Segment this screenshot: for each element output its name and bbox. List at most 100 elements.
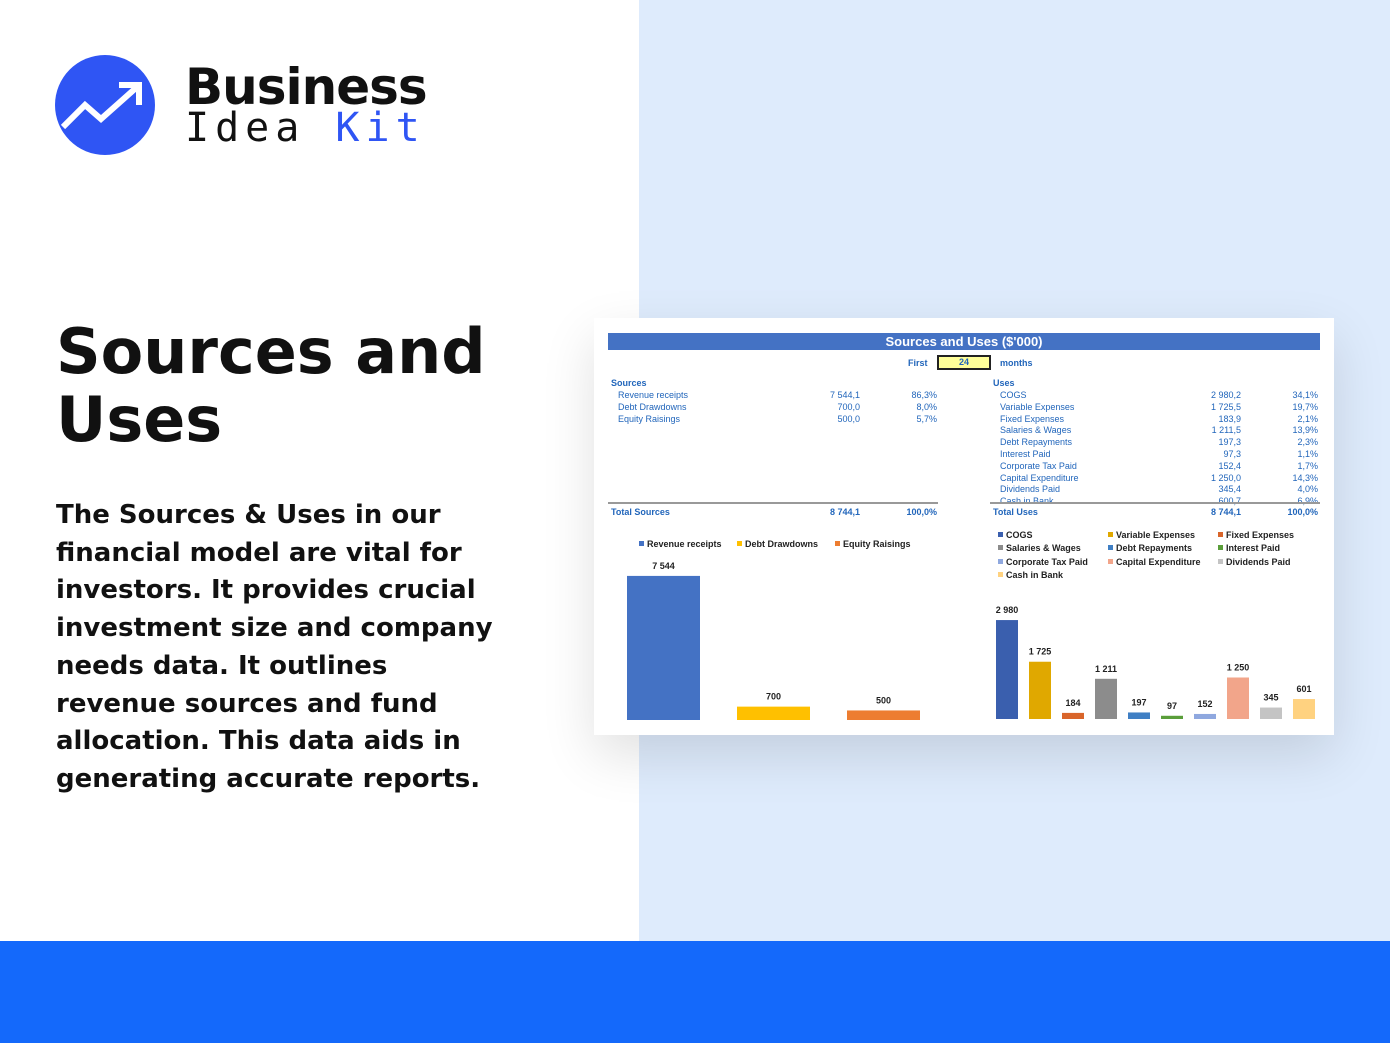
uses-row-pct: 34,1%	[1292, 390, 1318, 400]
bar-corporate-tax-paid	[1194, 713, 1216, 719]
data-label: 7 544	[652, 561, 675, 571]
legend-label: Revenue receipts	[647, 539, 722, 549]
legend-item: COGS	[998, 530, 1033, 540]
legend-item: Dividends Paid	[1218, 557, 1291, 567]
uses-row-pct: 19,7%	[1292, 401, 1318, 412]
sources-row-value: 500,0	[837, 413, 860, 424]
sources-total-value: 8 744,1	[829, 507, 860, 517]
uses-row-value: 600,7	[1161, 495, 1241, 507]
uses-total-value: 8 744,1	[1210, 507, 1241, 517]
page-title: Sources and Uses	[56, 315, 486, 456]
uses-row-label: Interest Paid	[1000, 449, 1051, 459]
data-label: 197	[1131, 697, 1146, 707]
legend-item: Salaries & Wages	[998, 543, 1081, 553]
uses-row-pct: 1,1%	[1297, 449, 1318, 459]
logo-kit: Kit	[335, 105, 426, 151]
sources-row-label: Debt Drawdowns	[618, 401, 687, 412]
uses-row-pct: 2,3%	[1297, 437, 1318, 448]
uses-row-label: Cash in Bank	[1000, 495, 1054, 507]
logo-line2: Idea	[185, 105, 306, 151]
legend-label: COGS	[1006, 530, 1033, 540]
sources-row-value: 700,0	[837, 401, 860, 412]
legend-item: Fixed Expenses	[1218, 530, 1294, 540]
sources-total-label: Total Sources	[611, 507, 670, 517]
legend-item: Revenue receipts	[639, 539, 722, 549]
bottom-band	[0, 941, 1390, 1043]
uses-row-label: Corporate Tax Paid	[1000, 460, 1077, 471]
bar-cogs	[996, 620, 1018, 719]
description: The Sources & Uses in our financial mode…	[56, 500, 493, 794]
uses-row-value: 345,4	[1218, 484, 1241, 495]
legend-item: Debt Repayments	[1108, 543, 1192, 553]
legend-label: Cash in Bank	[1006, 569, 1064, 580]
data-label: 345	[1263, 693, 1278, 703]
bar-equity-raisings	[847, 710, 920, 720]
legend-label: Debt Repayments	[1116, 543, 1193, 554]
uses-row-value: 1 211,5	[1211, 425, 1241, 436]
uses-row-value: 97,3	[1223, 449, 1241, 459]
uses-row-pct: 4,0%	[1297, 484, 1318, 495]
data-label: 1 250	[1227, 663, 1250, 673]
sources-row-pct: 5,7%	[916, 413, 937, 424]
legend-label: Corporate Tax Paid	[1006, 556, 1088, 567]
sources-heading: Sources	[611, 378, 647, 388]
uses-row-label: Salaries & Wages	[1000, 425, 1072, 436]
sources-row-label: Revenue receipts	[618, 390, 689, 400]
uses-row-label: COGS	[1000, 390, 1027, 400]
uses-row-pct: 14,3%	[1292, 472, 1318, 483]
trend-arrow-icon	[55, 55, 155, 155]
bar-debt-drawdowns	[737, 706, 810, 720]
uses-row-pct: 13,9%	[1292, 425, 1318, 436]
uses-row-value: 1 725,5	[1210, 401, 1241, 412]
uses-heading: Uses	[993, 378, 1015, 388]
legend-label: Debt Drawdowns	[745, 539, 819, 549]
legend-item: Capital Expenditure	[1108, 557, 1201, 567]
uses-row-label: Dividends Paid	[1000, 484, 1061, 495]
bar-revenue-receipts	[627, 575, 700, 720]
bar-interest-paid	[1161, 715, 1183, 719]
sources-total-pct: 100,0%	[906, 507, 937, 517]
uses-total-divider	[990, 502, 1320, 504]
spreadsheet-card: Sources and Uses ($'000) First 24 months…	[594, 318, 1334, 735]
bar-fixed-expenses	[1062, 712, 1084, 719]
logo: Business Idea Kit	[55, 55, 428, 155]
uses-row-label: Debt Repayments	[1000, 437, 1073, 448]
data-label: 500	[876, 695, 891, 705]
legend-item: Corporate Tax Paid	[998, 557, 1088, 567]
bar-salaries-wages	[1095, 678, 1117, 719]
uses-row-pct: 2,1%	[1297, 413, 1318, 424]
legend-label: Capital Expenditure	[1116, 556, 1201, 567]
uses-row-value: 2 980,2	[1210, 390, 1241, 400]
legend-item: Cash in Bank	[998, 570, 1063, 580]
uses-row-value: 1 250,0	[1210, 472, 1241, 483]
uses-row-pct: 6,9%	[1258, 495, 1318, 507]
uses-row-label: Fixed Expenses	[1000, 413, 1065, 424]
uses-total-pct: 100,0%	[1287, 507, 1318, 517]
data-label: 2 980	[996, 605, 1019, 615]
legend-label: Fixed Expenses	[1226, 530, 1295, 540]
bar-debt-repayments	[1128, 712, 1150, 719]
data-label: 700	[766, 692, 781, 702]
data-label: 601	[1296, 684, 1311, 694]
months-input[interactable]: 24	[937, 355, 991, 370]
uses-row-value: 152,4	[1218, 460, 1241, 471]
legend-item: Variable Expenses	[1108, 530, 1195, 540]
data-label: 1 211	[1095, 664, 1117, 674]
uses-row-label: Capital Expenditure	[1000, 472, 1079, 483]
sheet-title: Sources and Uses ($'000)	[608, 333, 1320, 350]
sources-row-value: 7 544,1	[829, 390, 860, 400]
legend-label: Salaries & Wages	[1006, 543, 1081, 554]
legend-label: Dividends Paid	[1226, 556, 1291, 567]
sources-row-pct: 86,3%	[911, 390, 937, 400]
sources-row-pct: 8,0%	[916, 401, 937, 412]
uses-row-label: Variable Expenses	[1000, 401, 1075, 412]
uses-row-pct: 1,7%	[1297, 460, 1318, 471]
sources-total-divider	[608, 502, 938, 504]
uses-total-label: Total Uses	[993, 507, 1038, 517]
bar-cash-in-bank	[1293, 699, 1315, 719]
uses-row-value: 183,9	[1218, 413, 1241, 424]
uses-row-value: 197,3	[1218, 437, 1241, 448]
data-label: 97	[1167, 701, 1177, 711]
data-label: 1 725	[1029, 647, 1052, 657]
charts: 7 544 700 500 2 980 1 725 184 1 211 197 97 152 1 2…	[627, 561, 1315, 720]
